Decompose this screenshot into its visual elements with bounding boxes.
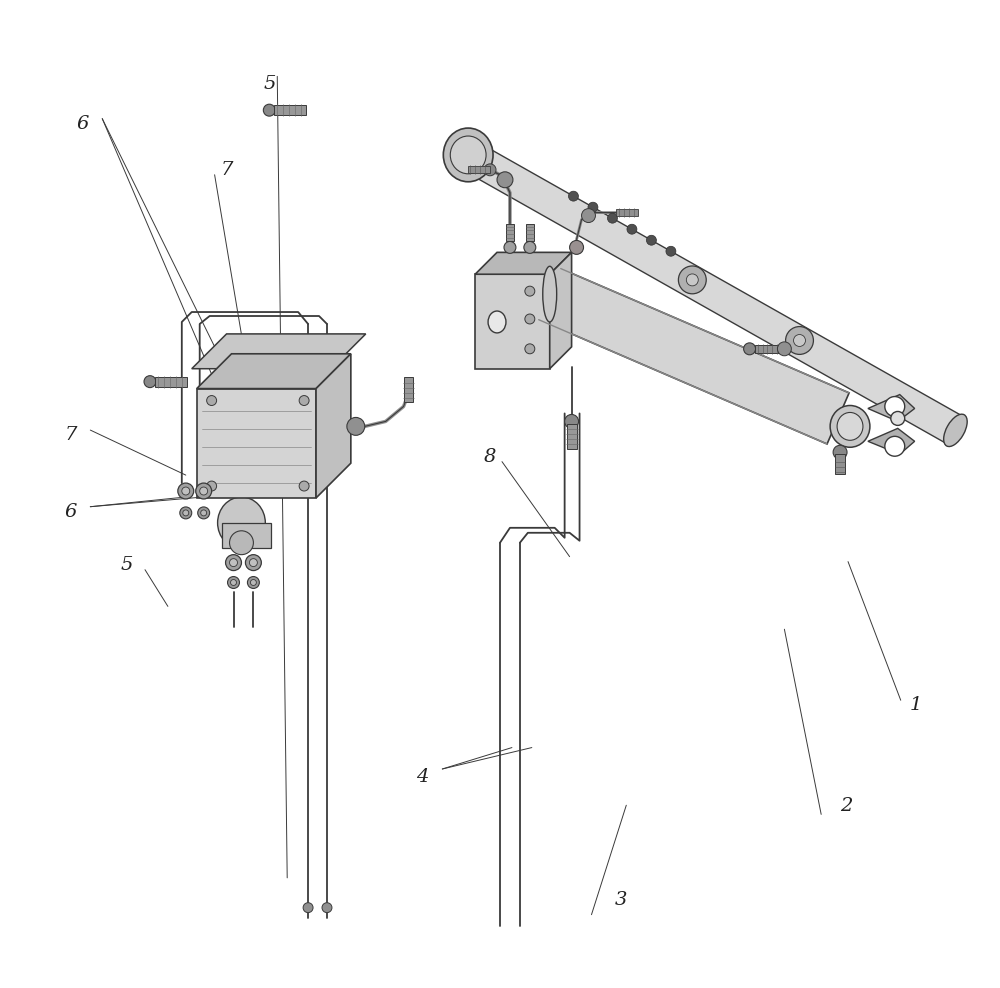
Text: 8: 8 (484, 448, 496, 465)
Text: 7: 7 (64, 426, 77, 444)
Circle shape (885, 396, 905, 416)
Circle shape (786, 327, 813, 355)
Circle shape (565, 414, 579, 429)
Circle shape (231, 580, 236, 586)
Circle shape (833, 446, 847, 459)
Polygon shape (316, 354, 351, 498)
Circle shape (322, 903, 332, 913)
Text: 5: 5 (121, 555, 133, 574)
Circle shape (263, 104, 275, 117)
Circle shape (885, 437, 905, 456)
Ellipse shape (830, 405, 870, 448)
Circle shape (525, 314, 535, 324)
Circle shape (226, 554, 241, 570)
Circle shape (646, 235, 656, 245)
Circle shape (200, 487, 208, 495)
Polygon shape (539, 269, 849, 444)
Circle shape (230, 531, 253, 554)
Circle shape (201, 510, 207, 516)
Ellipse shape (944, 414, 967, 447)
Bar (567, 425, 577, 450)
Bar (755, 345, 782, 353)
Bar (835, 454, 845, 474)
Circle shape (198, 507, 210, 519)
Text: 1: 1 (909, 697, 922, 714)
Polygon shape (475, 275, 550, 369)
Circle shape (144, 375, 156, 387)
Circle shape (588, 203, 598, 212)
Ellipse shape (543, 267, 557, 322)
Text: 5: 5 (263, 75, 275, 93)
Text: 3: 3 (615, 891, 628, 909)
Circle shape (794, 335, 805, 347)
Bar (526, 223, 534, 241)
Circle shape (678, 266, 706, 293)
Text: 7: 7 (220, 161, 233, 179)
Circle shape (744, 343, 756, 355)
Circle shape (627, 224, 637, 234)
Circle shape (666, 246, 676, 256)
Circle shape (570, 240, 584, 254)
Circle shape (207, 395, 217, 405)
Circle shape (196, 483, 212, 499)
Bar (404, 376, 413, 401)
Bar (222, 523, 271, 547)
Circle shape (524, 241, 536, 253)
Polygon shape (197, 354, 351, 388)
Circle shape (347, 418, 365, 436)
Text: 4: 4 (416, 768, 429, 785)
Circle shape (180, 507, 192, 519)
Circle shape (230, 558, 237, 566)
Circle shape (245, 554, 261, 570)
Polygon shape (460, 141, 963, 445)
Circle shape (568, 192, 578, 202)
Circle shape (525, 287, 535, 296)
Polygon shape (475, 252, 572, 275)
Circle shape (299, 481, 309, 491)
Circle shape (504, 241, 516, 253)
Circle shape (182, 487, 190, 495)
Circle shape (891, 411, 905, 426)
Polygon shape (192, 334, 366, 369)
Circle shape (777, 342, 791, 356)
Circle shape (250, 580, 256, 586)
Circle shape (497, 172, 513, 188)
Ellipse shape (450, 136, 486, 174)
Polygon shape (550, 252, 572, 369)
Text: 2: 2 (840, 797, 852, 815)
Circle shape (582, 208, 595, 222)
Ellipse shape (488, 311, 506, 333)
Ellipse shape (837, 412, 863, 441)
Bar (506, 223, 514, 241)
Circle shape (207, 481, 217, 491)
Ellipse shape (443, 128, 493, 182)
Polygon shape (197, 388, 316, 498)
Text: 6: 6 (64, 503, 77, 521)
Circle shape (607, 213, 617, 223)
Circle shape (686, 274, 698, 286)
Circle shape (299, 395, 309, 405)
Circle shape (178, 483, 194, 499)
Bar (468, 166, 490, 173)
Circle shape (228, 577, 239, 589)
Polygon shape (868, 394, 915, 422)
Ellipse shape (218, 497, 265, 548)
Polygon shape (868, 429, 915, 454)
Circle shape (303, 903, 313, 913)
Text: 6: 6 (76, 115, 89, 132)
Circle shape (247, 577, 259, 589)
Circle shape (525, 344, 535, 354)
Bar (616, 208, 638, 215)
Circle shape (183, 510, 189, 516)
Circle shape (484, 164, 496, 176)
Bar (155, 376, 187, 386)
Bar (274, 105, 306, 116)
Circle shape (249, 558, 257, 566)
